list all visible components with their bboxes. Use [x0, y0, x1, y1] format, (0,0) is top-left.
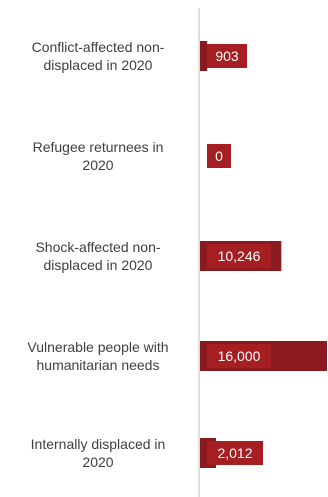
category-label-0-line-1: displaced in 2020 [44, 57, 153, 73]
category-label-1-line-1: 2020 [82, 157, 113, 173]
category-label-4-line-0: Internally displaced in [31, 436, 166, 452]
value-label-box-1 [207, 144, 231, 168]
value-label-4: 2,012 [217, 445, 252, 461]
category-label-2-line-0: Shock-affected non- [35, 239, 160, 255]
value-label-box-2 [207, 244, 271, 268]
category-label-3-line-0: Vulnerable people with [27, 339, 168, 355]
category-label-1-line-0: Refugee returnees in [33, 139, 164, 155]
value-label-1: 0 [215, 148, 223, 164]
category-label-4-line-1: 2020 [82, 454, 113, 470]
value-label-box-4 [207, 441, 263, 465]
category-label-0-line-0: Conflict-affected non- [32, 39, 165, 55]
value-label-3: 16,000 [218, 348, 261, 364]
category-label-3-line-1: humanitarian needs [37, 357, 160, 373]
value-label-box-0 [207, 44, 247, 68]
bar-0 [200, 41, 208, 71]
value-label-0: 903 [215, 48, 239, 64]
value-label-box-3 [207, 344, 271, 368]
category-label-2-line-1: displaced in 2020 [44, 257, 153, 273]
value-label-2: 10,246 [218, 248, 261, 264]
